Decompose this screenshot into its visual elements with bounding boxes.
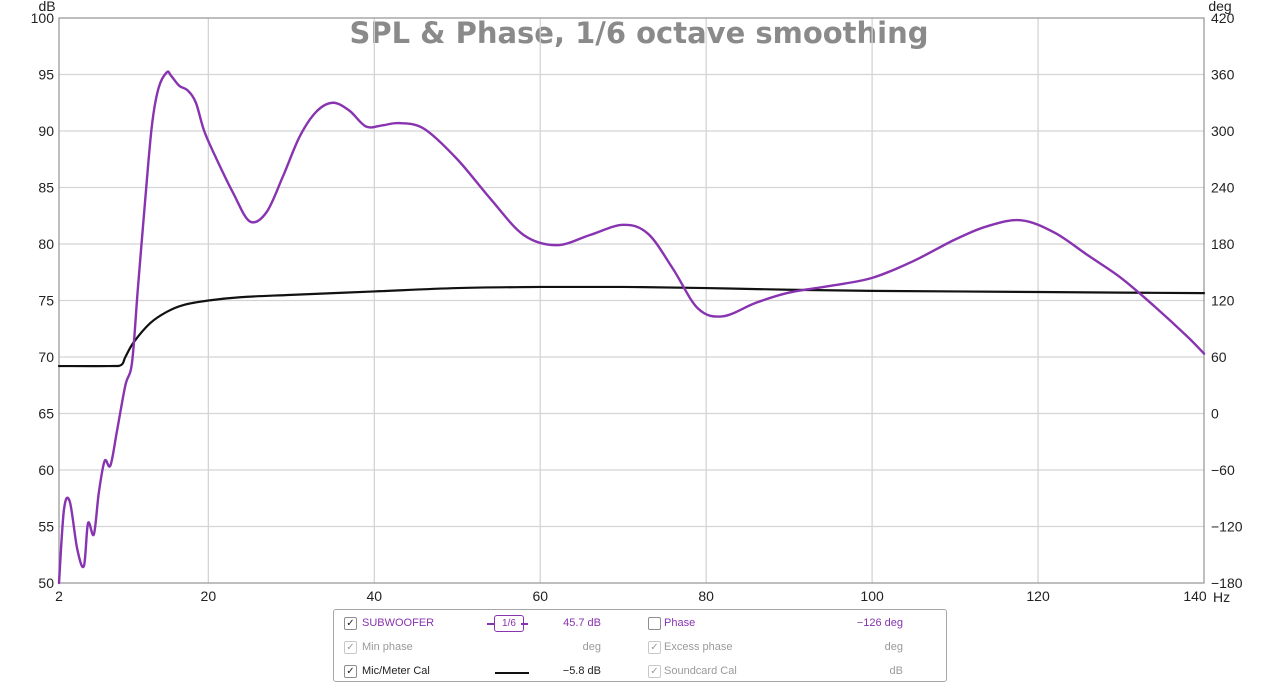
- x-tick-label: 20: [201, 588, 217, 604]
- y-tick-label-right: 60: [1211, 349, 1227, 365]
- x-tick-label: 60: [532, 588, 548, 604]
- chart-title: SPL & Phase, 1/6 octave smoothing: [349, 16, 928, 50]
- y-tick-label-right: 360: [1211, 67, 1235, 83]
- y-tick-label-left: 85: [38, 180, 54, 196]
- x-axis-labels: 2 20 40 60 80 100 120 140: [55, 588, 1207, 604]
- x-tick-label: 140: [1183, 588, 1207, 604]
- excess-phase-checkbox[interactable]: ✓: [648, 641, 661, 654]
- y-unit-right: deg: [1208, 0, 1231, 14]
- mic-cal-value: −5.8 dB: [562, 665, 601, 677]
- subwoofer-value: 45.7 dB: [563, 617, 601, 629]
- smoothing-badge-line-left: [487, 623, 494, 625]
- y-tick-label-right: 300: [1211, 123, 1235, 139]
- y-tick-label-right: 180: [1211, 236, 1235, 252]
- subwoofer-label[interactable]: SUBWOOFER: [362, 617, 435, 629]
- plot-frame: [58, 17, 1205, 584]
- legend-row-min-phase: ✓ Min phase deg ✓ Excess phase deg: [334, 638, 946, 658]
- x-tick-label: 120: [1026, 588, 1050, 604]
- y-tick-label-left: 95: [38, 67, 54, 83]
- excess-phase-value: deg: [884, 641, 903, 653]
- soundcard-cal-label[interactable]: Soundcard Cal: [664, 665, 737, 677]
- y-tick-label-left: 75: [38, 293, 54, 309]
- series: [57, 70, 1206, 585]
- x-tick-label: 2: [55, 588, 63, 604]
- y-tick-label-right: −120: [1211, 519, 1243, 535]
- subwoofer-checkbox[interactable]: ✓: [344, 617, 357, 630]
- legend-panel: ✓ SUBWOOFER 1/6 45.7 dB Phase −126 deg ✓…: [333, 609, 947, 682]
- y-tick-label-left: 90: [38, 123, 54, 139]
- soundcard-cal-value: dB: [889, 665, 903, 677]
- phase-value: −126 deg: [856, 617, 903, 629]
- min-phase-value: deg: [582, 641, 601, 653]
- x-tick-label: 80: [698, 588, 714, 604]
- mic-cal-checkbox[interactable]: ✓: [344, 665, 357, 678]
- grid: [59, 18, 1204, 583]
- mic-cal-label[interactable]: Mic/Meter Cal: [362, 665, 430, 677]
- x-unit: Hz: [1213, 589, 1230, 605]
- phase-label[interactable]: Phase: [664, 617, 696, 629]
- y-tick-label-left: 55: [38, 519, 54, 535]
- y-axis-right-labels: −180 −120 −60 0 60 120 180 240 300 360 420: [1211, 10, 1243, 591]
- y-tick-label-right: 0: [1211, 406, 1219, 422]
- smoothing-badge-line-right: [521, 623, 528, 625]
- y-tick-label-left: 60: [38, 462, 54, 478]
- mic-meter-cal-line: [57, 285, 1206, 368]
- legend-row-subwoofer: ✓ SUBWOOFER 1/6 45.7 dB Phase −126 deg: [334, 614, 946, 634]
- x-tick-label: 100: [860, 588, 884, 604]
- x-tick-label: 40: [367, 588, 383, 604]
- spl-phase-chart: SPL & Phase, 1/6 octave smoothing dB deg…: [31, 0, 1243, 605]
- y-tick-label-right: −60: [1211, 462, 1235, 478]
- excess-phase-label[interactable]: Excess phase: [664, 641, 733, 653]
- subwoofer-spl-line: [57, 70, 1206, 585]
- y-unit-left: dB: [38, 0, 55, 14]
- y-tick-label-left: 65: [38, 406, 54, 422]
- smoothing-badge[interactable]: 1/6: [494, 615, 524, 632]
- y-tick-label-left: 70: [38, 349, 54, 365]
- y-tick-label-left: 80: [38, 236, 54, 252]
- y-tick-label-right: −180: [1211, 575, 1243, 591]
- min-phase-checkbox[interactable]: ✓: [344, 641, 357, 654]
- y-tick-label-left: 100: [31, 10, 55, 26]
- y-tick-label-right: 420: [1211, 10, 1235, 26]
- y-tick-label-right: 120: [1211, 293, 1235, 309]
- y-tick-label-left: 50: [38, 575, 54, 591]
- phase-checkbox[interactable]: [648, 617, 661, 630]
- legend-row-mic-cal: ✓ Mic/Meter Cal −5.8 dB ✓ Soundcard Cal …: [334, 662, 946, 682]
- min-phase-label[interactable]: Min phase: [362, 641, 413, 653]
- y-tick-label-right: 240: [1211, 180, 1235, 196]
- y-axis-left-labels: 50 55 60 65 70 75 80 85 90 95 100: [31, 10, 55, 591]
- soundcard-cal-checkbox[interactable]: ✓: [648, 665, 661, 678]
- mic-cal-line-swatch: [495, 672, 529, 674]
